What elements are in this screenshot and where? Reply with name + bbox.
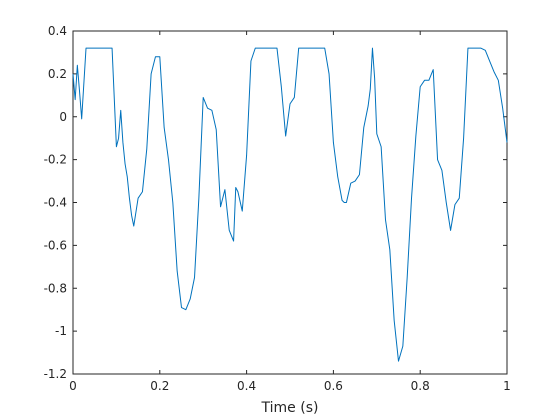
- series-layer: [72, 47, 508, 362]
- y-tick-label: -0.2: [44, 153, 67, 167]
- x-tick-label: 0: [69, 379, 77, 393]
- x-tick-label: 0.6: [324, 379, 343, 393]
- x-tick-labels: 0 0.2 0.4 0.6 0.8 1: [69, 379, 511, 393]
- x-tick-label: 0.4: [237, 379, 256, 393]
- x-tick-label: 1: [503, 379, 511, 393]
- y-tick-label: -0.4: [44, 196, 67, 210]
- y-tick-label: 0: [59, 110, 67, 124]
- x-tick-label: 0.2: [150, 379, 169, 393]
- y-tick-label: -0.8: [44, 281, 67, 295]
- x-axis-label: Time (s): [261, 400, 319, 416]
- plot-area: [72, 30, 508, 375]
- y-tick-label: -1: [55, 324, 67, 338]
- y-tick-label: 0.4: [48, 24, 67, 38]
- axis-ticks: [72, 30, 508, 375]
- series-line: [72, 47, 508, 362]
- y-tick-label: -0.6: [44, 238, 67, 252]
- y-tick-label: 0.2: [48, 67, 67, 81]
- y-tick-labels: 0.4 0.2 0 -0.2 -0.4 -0.6 -0.8 -1 -1.2: [44, 24, 67, 381]
- y-tick-label: -1.2: [44, 367, 67, 381]
- x-tick-label: 0.8: [411, 379, 430, 393]
